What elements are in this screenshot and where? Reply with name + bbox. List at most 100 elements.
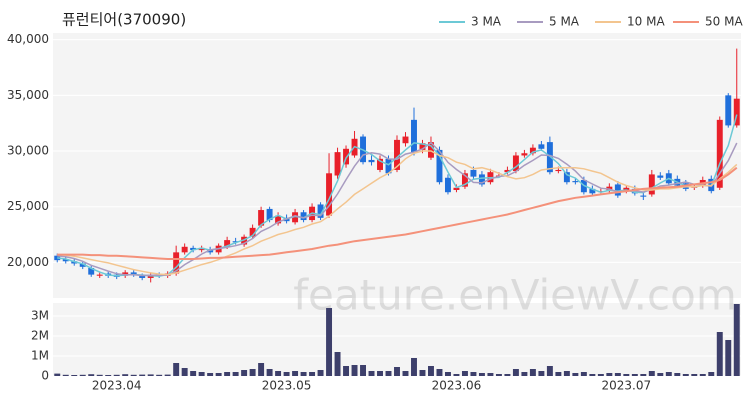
candle-body	[62, 259, 69, 262]
candle-body	[538, 144, 545, 149]
candle-body	[326, 173, 333, 216]
volume-bar	[79, 374, 86, 376]
volume-bar	[419, 370, 426, 376]
candle-body	[521, 153, 528, 156]
volume-bar	[478, 373, 485, 376]
volume-bar	[708, 372, 715, 376]
candle-body	[478, 174, 485, 185]
y-tick-label: 25,000	[7, 199, 49, 213]
candle-body	[436, 149, 443, 183]
volume-bar	[623, 374, 630, 376]
volume-bar	[207, 373, 214, 376]
candle-body	[368, 159, 375, 163]
candle-body	[249, 227, 256, 237]
volume-bar	[461, 371, 468, 376]
x-tick-label: 2023.05	[262, 379, 312, 393]
x-tick-label: 2023.04	[92, 379, 142, 393]
volume-bar	[54, 373, 61, 376]
candle-body	[173, 252, 180, 274]
volume-bar	[411, 358, 417, 376]
volume-bar	[156, 374, 163, 376]
y-tick-label: 35,000	[7, 88, 49, 102]
volume-bar	[504, 374, 511, 376]
candle-body	[725, 95, 732, 126]
volume-bar	[394, 367, 400, 376]
candle-body	[139, 275, 146, 278]
candle-body	[224, 240, 231, 247]
volume-bar	[444, 372, 451, 376]
candle-body	[334, 152, 341, 176]
candle-body	[572, 181, 579, 183]
volume-bar	[292, 371, 299, 376]
volume-bar	[275, 371, 282, 376]
volume-bar	[538, 371, 545, 376]
y-tick-label: 40,000	[7, 32, 49, 46]
volume-bar	[173, 363, 180, 376]
volume-bar	[495, 374, 502, 376]
volume-bar	[597, 374, 604, 376]
candle-body	[470, 169, 477, 177]
volume-bar	[224, 372, 231, 376]
volume-bar	[682, 374, 689, 376]
candle-body	[512, 155, 519, 172]
candle-body	[640, 195, 647, 197]
volume-bar	[691, 374, 698, 376]
volume-bar	[122, 374, 129, 376]
volume-bar	[164, 374, 171, 376]
candle-body	[614, 184, 621, 196]
candle-body	[241, 236, 248, 245]
volume-bar	[521, 372, 528, 376]
x-tick-label: 2023.06	[432, 379, 482, 393]
volume-bar	[96, 374, 103, 376]
volume-bar	[334, 352, 341, 376]
candle-body	[716, 119, 723, 188]
candle-body	[419, 143, 426, 150]
volume-bar	[699, 374, 706, 376]
candle-body	[96, 274, 103, 276]
volume-bar	[733, 304, 740, 376]
candle-body	[275, 215, 282, 224]
y-tick-label: 1M	[31, 349, 49, 363]
candle-body	[589, 188, 596, 194]
volume-bar	[512, 369, 519, 376]
volume-bar	[113, 374, 120, 376]
volume-bar	[181, 368, 188, 376]
volume-bar	[266, 369, 273, 376]
volume-bar	[198, 372, 205, 376]
volume-bar	[657, 373, 664, 376]
volume-bar	[258, 363, 265, 376]
y-tick-label: 30,000	[7, 144, 49, 158]
candle-body	[343, 148, 350, 165]
legend-label: 50 MA	[705, 15, 743, 29]
volume-bar	[402, 371, 409, 376]
volume-bar	[529, 369, 536, 376]
candle-body	[461, 173, 468, 187]
candle-body	[428, 142, 434, 158]
volume-bar	[139, 374, 146, 376]
candle-body	[402, 136, 409, 144]
candle-body	[266, 208, 273, 221]
volume-bar	[428, 366, 434, 376]
x-tick-label: 2023.07	[602, 379, 652, 393]
candle-body	[198, 247, 205, 251]
volume-bar	[487, 373, 494, 376]
volume-bar	[130, 374, 137, 376]
legend-label: 3 MA	[471, 15, 502, 29]
volume-bar	[631, 374, 638, 376]
volume-bar	[232, 372, 239, 376]
candle-body	[648, 174, 655, 195]
volume-bar	[249, 369, 256, 376]
volume-bar	[147, 374, 154, 376]
candle-body	[394, 139, 400, 170]
y-tick-label: 20,000	[7, 255, 49, 269]
candle-body	[563, 172, 570, 183]
volume-bar	[648, 371, 655, 376]
volume-bar	[105, 375, 112, 376]
volume-panel	[53, 303, 741, 376]
volume-bar	[62, 374, 69, 376]
volume-bar	[326, 308, 333, 376]
candle-body	[79, 263, 86, 267]
candle-body	[555, 169, 562, 172]
volume-bar	[360, 365, 366, 376]
